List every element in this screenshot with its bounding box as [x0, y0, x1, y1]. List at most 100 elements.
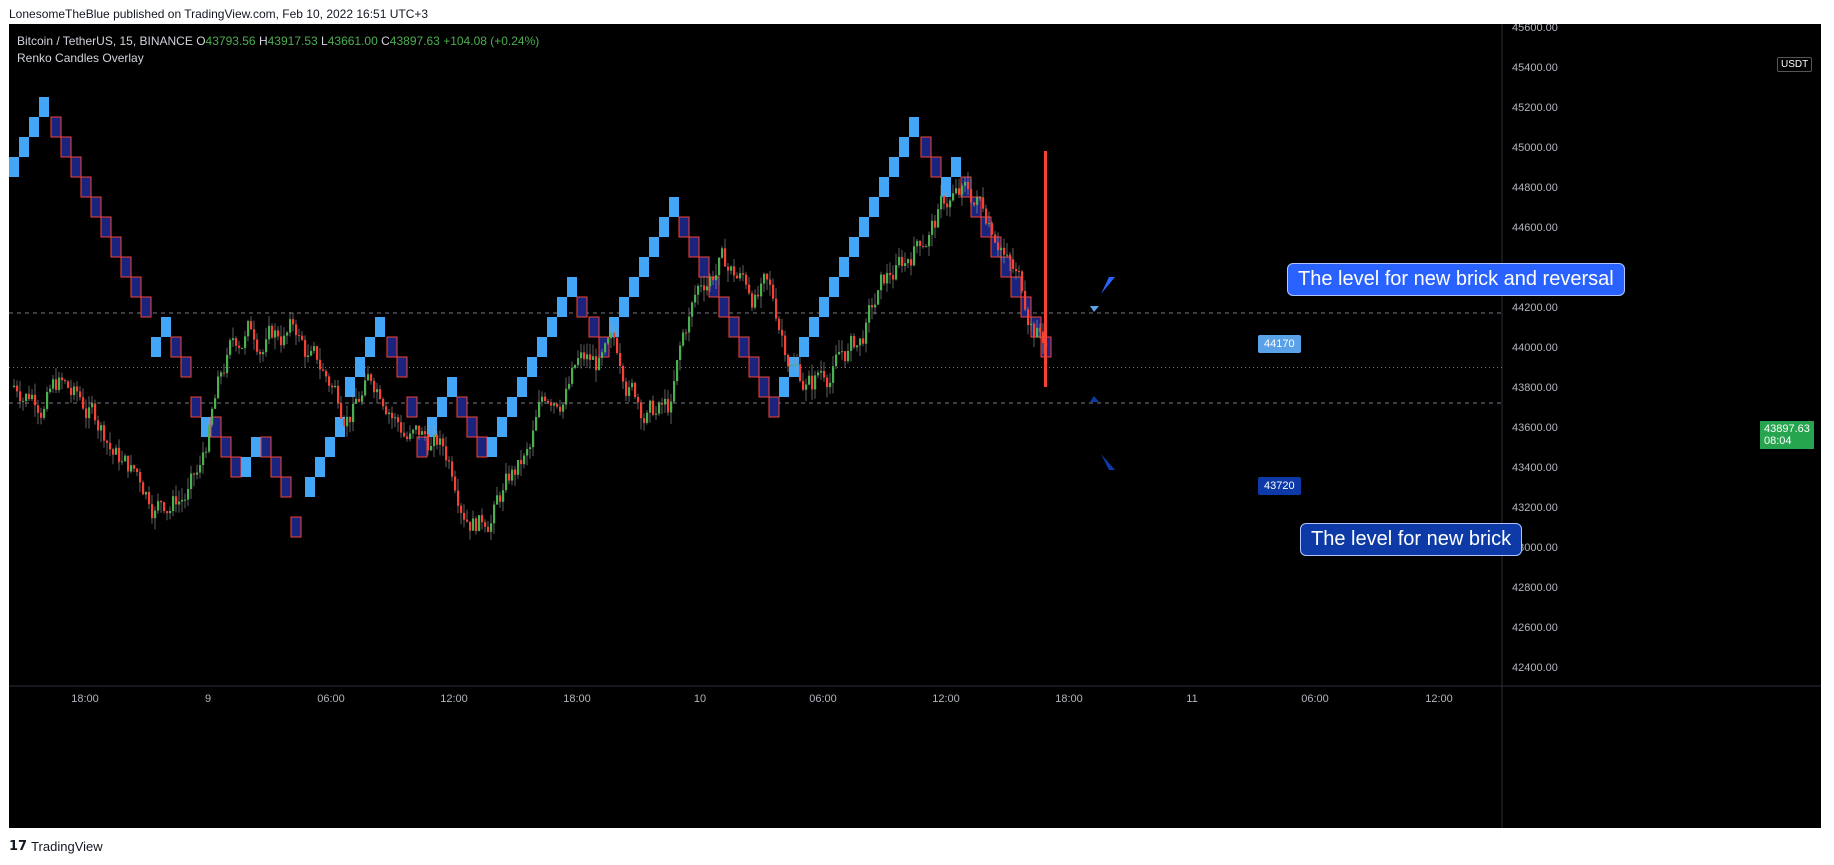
candle-body — [178, 501, 181, 505]
candle-body — [1033, 323, 1036, 338]
candle-body — [748, 284, 751, 294]
reversal-callout[interactable]: The level for new brick and reversal — [1287, 263, 1625, 296]
candle-body — [319, 359, 322, 370]
renko-brick — [809, 317, 819, 337]
currency-label[interactable]: USDT — [1777, 57, 1813, 72]
candle-body — [850, 335, 853, 351]
countdown-value: 08:04 — [1764, 435, 1792, 447]
candle-body — [142, 482, 145, 495]
new-brick-callout[interactable]: The level for new brick — [1300, 523, 1523, 556]
candle-body — [778, 318, 781, 330]
time-tick-label: 12:00 — [1425, 693, 1453, 705]
candle-body — [1024, 290, 1027, 310]
renko-brick — [869, 197, 879, 217]
candle-body — [928, 234, 931, 247]
candle-body — [421, 431, 424, 435]
candle-body — [817, 372, 820, 376]
price-tick-label: 45000.00 — [1512, 142, 1558, 154]
candle-body — [295, 324, 298, 336]
candle-body — [1042, 331, 1045, 344]
close-value: 43897.63 — [389, 34, 440, 48]
renko-brick — [50, 116, 62, 138]
candle-body — [262, 352, 265, 355]
candle-body — [328, 376, 331, 386]
candle-body — [637, 396, 640, 403]
candle-body — [364, 380, 367, 396]
candle-body — [190, 473, 193, 489]
candle-body — [211, 408, 214, 425]
low-label: L — [321, 34, 328, 48]
candle-body — [697, 285, 700, 295]
symbol-label[interactable]: Bitcoin / TetherUS, 15, BINANCE — [17, 34, 193, 48]
candle-body — [70, 387, 73, 396]
renko-brick — [920, 136, 932, 158]
candle-body — [937, 209, 940, 228]
candle-body — [274, 330, 277, 338]
chart-canvas[interactable]: 45600.00 45400.00 45200.00 45000.00 44800.00… — [9, 24, 1821, 828]
candle-body — [796, 364, 799, 366]
candle-body — [238, 345, 241, 349]
renko-brick — [487, 437, 497, 457]
candle-body — [103, 425, 106, 441]
candle-body — [85, 408, 88, 419]
candle-body — [610, 332, 613, 339]
candle-body — [427, 434, 430, 451]
candle-body — [946, 203, 949, 208]
price-tick-label: 42600.00 — [1512, 622, 1558, 634]
candle-body — [970, 189, 973, 203]
candle-body — [40, 412, 43, 418]
price-tick-label: 44000.00 — [1512, 342, 1558, 354]
candle-body — [961, 185, 964, 195]
candle-body — [247, 321, 250, 337]
candle-body — [25, 393, 28, 401]
candle-body — [352, 403, 355, 423]
renko-brick — [789, 357, 799, 377]
candle-body — [406, 436, 409, 440]
renko-brick — [365, 337, 375, 357]
candle-body — [346, 416, 349, 427]
candle-body — [193, 473, 196, 475]
renko-brick — [941, 177, 951, 197]
renko-brick — [190, 396, 202, 418]
candle-body — [670, 401, 673, 413]
candle-body — [310, 350, 313, 356]
reversal-callout-pointer — [1101, 277, 1115, 294]
candle-body — [181, 499, 184, 502]
renko-brick — [100, 216, 112, 238]
candle-body — [250, 321, 253, 330]
candle-body — [217, 376, 220, 399]
candle-body — [13, 385, 16, 387]
candle-body — [889, 272, 892, 276]
candle-body — [589, 354, 592, 360]
renko-brick — [537, 337, 547, 357]
renko-brick — [406, 396, 418, 418]
candle-body — [544, 396, 547, 401]
renko-brick — [768, 396, 780, 418]
candle-body — [835, 354, 838, 367]
candle-body — [337, 385, 340, 404]
price-tick-label: 44800.00 — [1512, 182, 1558, 194]
candle-body — [52, 379, 55, 389]
candle-body — [667, 398, 670, 413]
renko-brick — [110, 236, 122, 258]
upper-tag-pointer — [1090, 306, 1099, 312]
lower-level-tag[interactable]: 43720 — [1258, 477, 1301, 495]
indicator-label[interactable]: Renko Candles Overlay — [17, 51, 144, 65]
renko-brick — [527, 357, 537, 377]
candle-body — [1044, 151, 1047, 387]
candle-body — [208, 424, 211, 452]
upper-level-tag[interactable]: 44170 — [1258, 335, 1301, 353]
candle-body — [847, 350, 850, 362]
candle-body — [133, 465, 136, 469]
candle-body — [160, 501, 163, 503]
renko-brick — [619, 297, 629, 317]
chart-area[interactable]: 45600.00 45400.00 45200.00 45000.00 44800.00… — [9, 24, 1821, 828]
candle-body — [787, 355, 790, 367]
candle-body — [631, 382, 634, 388]
renko-brick — [241, 457, 251, 477]
price-tick-label: 42800.00 — [1512, 582, 1558, 594]
renko-brick — [437, 397, 447, 417]
candle-body — [565, 388, 568, 405]
renko-brick — [567, 277, 577, 297]
candle-body — [124, 455, 127, 462]
